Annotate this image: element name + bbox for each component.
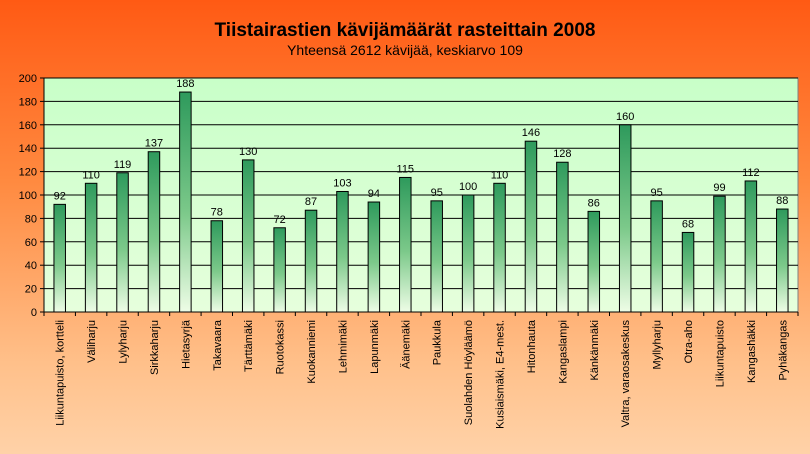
- category-label: Suolahden Höyläämö: [463, 320, 475, 425]
- bar: [493, 182, 506, 313]
- bar: [618, 124, 632, 313]
- category-label: Liikuntapuisto, kortteli: [55, 320, 67, 426]
- category-label: Valtra, varaosakeskus: [620, 320, 632, 428]
- category-label: Kangaslampi: [557, 320, 569, 384]
- category-label: Känkänmäki: [589, 320, 601, 381]
- bar: [430, 200, 443, 313]
- gridlines: [44, 77, 798, 290]
- category-label: Lehmimäki: [337, 320, 349, 373]
- bar: [713, 195, 726, 313]
- bar: [367, 201, 381, 313]
- category-label: Myllyharju: [652, 320, 664, 370]
- category-label: Kuokanniemi: [306, 320, 318, 384]
- data-label: 130: [239, 146, 257, 158]
- chart-subtitle: Yhteensä 2612 kävijää, keskiarvo 109: [287, 42, 523, 58]
- bar: [210, 220, 224, 313]
- category-label: Hietasyrjä: [180, 319, 192, 369]
- category-label: Paukkula: [432, 319, 444, 365]
- bars: [53, 91, 789, 313]
- bar: [304, 209, 318, 313]
- category-label: Sirkkaharju: [149, 320, 161, 375]
- category-label: Kangashäkki: [746, 320, 758, 383]
- bar: [744, 180, 758, 313]
- data-label: 110: [82, 169, 100, 181]
- category-label: Hitonhauta: [526, 319, 538, 373]
- bar: [241, 159, 255, 313]
- y-tick-label: 40: [25, 260, 37, 272]
- bar: [461, 194, 475, 313]
- bar: [650, 200, 663, 313]
- category-label: Kusiaismäki, E4-mest.: [495, 320, 507, 429]
- data-label: 146: [522, 127, 540, 139]
- bar: [524, 140, 538, 313]
- y-tick-label: 20: [25, 284, 37, 296]
- data-label: 100: [459, 181, 477, 193]
- bar: [179, 91, 192, 313]
- category-label: Ruotokassi: [275, 320, 287, 374]
- bar: [776, 208, 789, 313]
- chart-title: Tiistairastien kävijämäärät rasteittain …: [215, 20, 596, 41]
- bar: [336, 190, 349, 313]
- data-label: 72: [274, 214, 286, 226]
- data-label: 95: [431, 187, 443, 199]
- bar: [147, 151, 161, 313]
- y-axis-ticks: 0 20 40 60 80 100 120 140 160 180 200: [19, 73, 44, 319]
- y-tick-label: 200: [19, 73, 37, 85]
- category-label: Väliharju: [86, 320, 98, 363]
- y-tick-label: 60: [25, 237, 37, 249]
- y-tick-label: 80: [25, 213, 37, 225]
- bar: [681, 231, 695, 313]
- data-label: 103: [333, 177, 351, 189]
- category-label: Takavaara: [212, 319, 224, 371]
- data-label: 137: [145, 138, 163, 150]
- category-labels: Liikuntapuisto, kortteli Väliharju Lylyhar…: [43, 312, 799, 429]
- data-label: 94: [368, 188, 380, 200]
- category-label: Otra-aho: [683, 320, 695, 363]
- y-tick-label: 160: [19, 120, 37, 132]
- data-label: 188: [176, 78, 194, 90]
- data-label: 128: [553, 148, 571, 160]
- data-labels: 92 110 119 137 188 78 130 72 87 103 94 115 95 100 110 1…: [54, 78, 789, 230]
- category-label: Tärttämäki: [243, 320, 255, 372]
- bar: [53, 203, 66, 313]
- data-label: 110: [491, 169, 509, 181]
- category-label: Lylyharju: [118, 320, 130, 364]
- bar: [84, 182, 98, 313]
- data-label: 112: [742, 167, 760, 179]
- data-label: 95: [651, 187, 663, 199]
- data-label: 160: [616, 111, 634, 123]
- y-tick-label: 180: [19, 96, 37, 108]
- bar: [556, 161, 569, 313]
- data-label: 86: [588, 197, 600, 209]
- category-label: Pyhäkangas: [777, 320, 789, 381]
- y-tick-label: 140: [19, 143, 37, 155]
- y-tick-label: 0: [31, 307, 37, 319]
- data-label: 99: [713, 182, 725, 194]
- data-label: 119: [114, 159, 132, 171]
- bar: [273, 227, 286, 313]
- bar: [587, 210, 601, 313]
- data-label: 68: [682, 218, 694, 230]
- category-label: Liikuntapuisto: [714, 320, 726, 387]
- bar: [116, 172, 129, 313]
- y-tick-label: 100: [19, 190, 37, 202]
- category-label: Lapunmäki: [369, 320, 381, 374]
- bar: [399, 176, 412, 313]
- data-label: 92: [54, 190, 66, 202]
- data-label: 88: [776, 195, 788, 207]
- y-tick-label: 120: [19, 167, 37, 179]
- category-label: Äänemäki: [400, 320, 412, 369]
- data-label: 87: [305, 196, 317, 208]
- data-label: 78: [211, 207, 223, 219]
- data-label: 115: [397, 163, 415, 175]
